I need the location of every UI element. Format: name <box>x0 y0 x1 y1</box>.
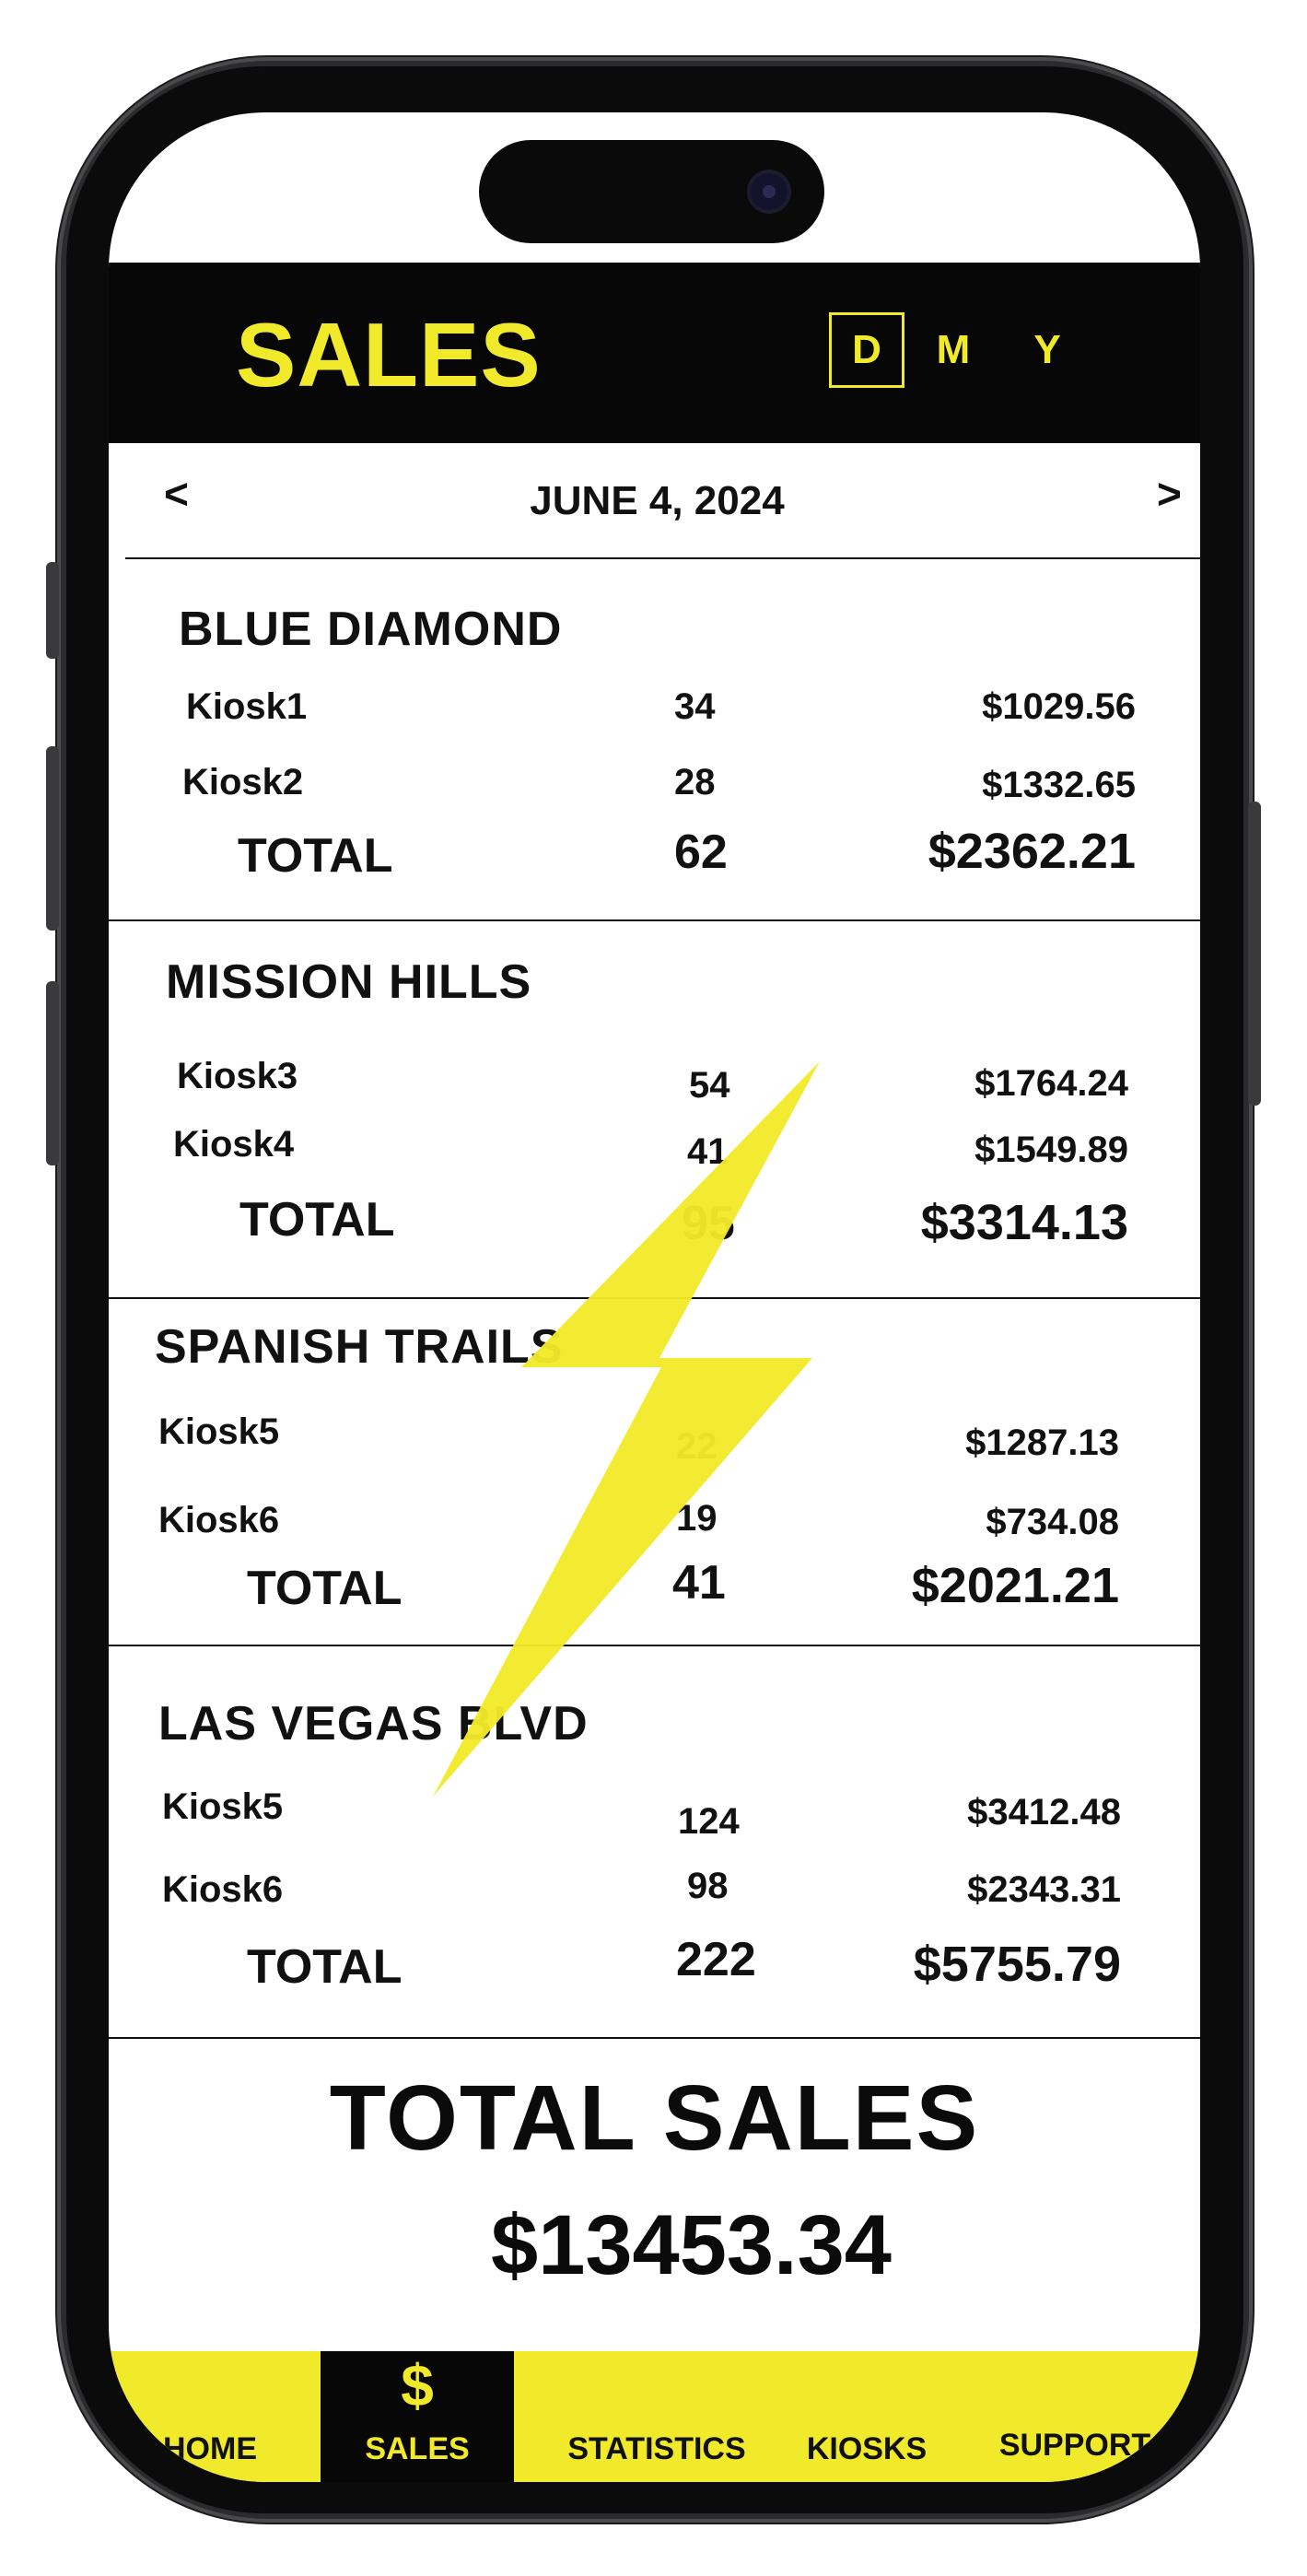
app-header: SALES D M Y <box>109 263 1200 443</box>
prev-date-button[interactable]: < <box>164 470 189 518</box>
kiosk-amount: $734.08 <box>986 1502 1119 1542</box>
kiosk-label[interactable]: Kiosk5 <box>158 1411 280 1452</box>
location-name: SPANISH TRAILS <box>155 1320 564 1374</box>
kiosk-amount: $1287.13 <box>965 1423 1119 1463</box>
kiosk-qty: 54 <box>689 1065 730 1106</box>
action-button <box>46 562 59 659</box>
kiosk-label[interactable]: Kiosk4 <box>173 1124 295 1165</box>
total-amount: $2021.21 <box>911 1558 1119 1613</box>
location-section-mission-hills: MISSION HILLS Kiosk3 54 $1764.24 Kiosk4 … <box>109 919 1200 1299</box>
date-navigator: < JUNE 4, 2024 > <box>125 443 1200 559</box>
kiosk-label[interactable]: Kiosk5 <box>162 1786 284 1827</box>
kiosk-qty: 28 <box>674 762 716 802</box>
total-amount: $5755.79 <box>913 1937 1121 1992</box>
period-year-button[interactable]: Y <box>1033 327 1061 372</box>
dollar-icon: $ <box>401 2352 434 2418</box>
location-section-las-vegas-blvd: LAS VEGAS BLVD Kiosk5 124 $3412.48 Kiosk… <box>109 1645 1200 2039</box>
total-sales-value: $13453.34 <box>491 2198 892 2292</box>
kiosk-qty: 124 <box>678 1801 740 1842</box>
total-qty: 222 <box>676 1933 756 1986</box>
total-label: TOTAL <box>247 1940 403 1994</box>
bottom-nav: HOME $ SALES STATISTICS KIOSKS SUPPORT <box>109 2351 1200 2482</box>
kiosk-qty: 19 <box>676 1498 718 1539</box>
total-qty: 62 <box>674 825 728 879</box>
nav-kiosks[interactable]: KIOSKS <box>788 2351 945 2482</box>
kiosk-label[interactable]: Kiosk1 <box>186 686 308 727</box>
kiosk-amount: $1764.24 <box>974 1063 1128 1104</box>
location-section-spanish-trails: SPANISH TRAILS Kiosk5 22 $1287.13 Kiosk6… <box>109 1297 1200 1646</box>
kiosk-amount: $1549.89 <box>974 1130 1128 1170</box>
nav-statistics-label: STATISTICS <box>567 2431 746 2466</box>
kiosk-qty: 41 <box>687 1131 729 1172</box>
kiosk-label[interactable]: Kiosk3 <box>177 1056 298 1096</box>
total-label: TOTAL <box>239 1193 395 1247</box>
volume-down-button <box>46 981 59 1165</box>
kiosk-amount: $2343.31 <box>967 1869 1121 1910</box>
kiosk-amount: $1029.56 <box>982 686 1136 727</box>
total-amount: $2362.21 <box>928 824 1136 879</box>
next-date-button[interactable]: > <box>1157 470 1182 518</box>
kiosk-qty: 34 <box>674 686 716 727</box>
location-name: LAS VEGAS BLVD <box>158 1697 589 1751</box>
total-qty: 41 <box>672 1556 726 1610</box>
kiosk-label[interactable]: Kiosk2 <box>182 762 304 802</box>
app-screen: SALES D M Y < JUNE 4, 2024 > BLUE DIAMON… <box>109 112 1200 2482</box>
location-section-blue-diamond: BLUE DIAMOND Kiosk1 34 $1029.56 Kiosk2 2… <box>109 557 1200 921</box>
nav-sales-label: SALES <box>365 2431 470 2466</box>
nav-statistics[interactable]: STATISTICS <box>542 2351 772 2482</box>
nav-kiosks-label: KIOSKS <box>806 2431 928 2466</box>
kiosk-label[interactable]: Kiosk6 <box>158 1500 280 1540</box>
nav-support[interactable]: SUPPORT <box>987 2351 1162 2482</box>
volume-up-button <box>46 746 59 931</box>
total-sales-label: TOTAL SALES <box>329 2067 980 2170</box>
total-label: TOTAL <box>247 1562 403 1615</box>
total-label: TOTAL <box>238 829 393 883</box>
kiosk-qty: 22 <box>676 1426 718 1467</box>
nav-home-label: HOME <box>163 2431 257 2466</box>
total-amount: $3314.13 <box>920 1195 1128 1250</box>
kiosk-amount: $1332.65 <box>982 765 1136 805</box>
period-day-button[interactable]: D <box>829 312 904 388</box>
page-title: SALES <box>236 304 542 405</box>
period-month-button[interactable]: M <box>936 327 971 372</box>
location-name: MISSION HILLS <box>166 955 532 1009</box>
camera-icon <box>751 173 788 210</box>
power-button <box>1248 802 1261 1106</box>
dynamic-island <box>479 140 824 243</box>
nav-home[interactable]: HOME <box>136 2351 284 2482</box>
kiosk-amount: $3412.48 <box>967 1792 1121 1832</box>
kiosk-qty: 98 <box>687 1866 729 1906</box>
nav-support-label: SUPPORT <box>998 2428 1151 2463</box>
current-date: JUNE 4, 2024 <box>530 478 785 523</box>
total-qty: 95 <box>682 1197 735 1250</box>
kiosk-label[interactable]: Kiosk6 <box>162 1869 284 1910</box>
nav-sales[interactable]: $ SALES <box>321 2351 514 2482</box>
location-name: BLUE DIAMOND <box>179 603 563 656</box>
